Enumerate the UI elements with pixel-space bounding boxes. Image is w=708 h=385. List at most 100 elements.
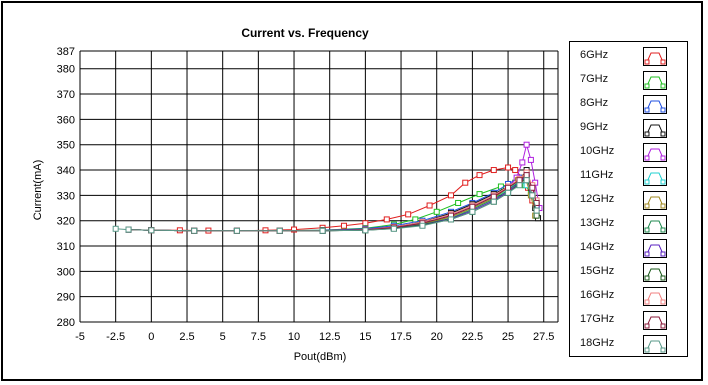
data-point bbox=[319, 227, 326, 234]
data-point bbox=[529, 192, 536, 199]
data-point bbox=[455, 199, 462, 206]
series-10ghz bbox=[125, 141, 543, 234]
data-point bbox=[405, 211, 412, 218]
x-tick-label: 25 bbox=[502, 331, 514, 343]
data-point bbox=[523, 172, 530, 179]
data-point bbox=[433, 208, 440, 215]
x-tick-label: 12.5 bbox=[319, 331, 340, 343]
legend-swatch-icon bbox=[643, 95, 667, 114]
legend-item: 13GHz bbox=[570, 214, 689, 237]
legend-item: 16GHz bbox=[570, 286, 689, 309]
legend-item: 9GHz bbox=[570, 118, 689, 141]
x-tick-label: 0 bbox=[148, 331, 154, 343]
data-point bbox=[533, 212, 540, 219]
legend-label: 13GHz bbox=[580, 217, 615, 229]
data-point bbox=[191, 227, 198, 234]
series-6ghz bbox=[125, 164, 540, 234]
x-tick-label: 10 bbox=[288, 331, 300, 343]
legend-label: 12GHz bbox=[580, 193, 615, 205]
data-point bbox=[462, 179, 469, 186]
y-tick-label: 340 bbox=[57, 165, 75, 177]
data-point bbox=[516, 182, 523, 189]
legend-item: 12GHz bbox=[570, 190, 689, 213]
y-axis-label: Current(mA) bbox=[32, 160, 44, 221]
y-tick-label: 300 bbox=[57, 266, 75, 278]
legend-item: 8GHz bbox=[570, 94, 689, 117]
y-tick-label: 387 bbox=[57, 46, 75, 58]
legend-swatch-icon bbox=[643, 287, 667, 306]
x-axis-label: Pout(dBm) bbox=[294, 351, 347, 363]
data-point bbox=[447, 216, 454, 223]
data-point bbox=[276, 227, 283, 234]
legend-item: 10GHz bbox=[570, 142, 689, 165]
data-point bbox=[390, 225, 397, 232]
data-point bbox=[523, 177, 530, 184]
data-point bbox=[362, 220, 369, 227]
legend-label: 7GHz bbox=[580, 73, 609, 85]
legend-swatch-icon bbox=[643, 71, 667, 90]
x-tick-label: -2.5 bbox=[106, 331, 125, 343]
x-tick-label: 5 bbox=[220, 331, 226, 343]
y-tick-label: 290 bbox=[57, 292, 75, 304]
legend-item: 11GHz bbox=[570, 166, 689, 189]
legend-swatch-icon bbox=[643, 239, 667, 258]
series-line bbox=[128, 166, 538, 232]
legend-label: 9GHz bbox=[580, 121, 609, 133]
data-point bbox=[523, 141, 530, 148]
data-point bbox=[469, 203, 476, 210]
data-point bbox=[505, 184, 512, 191]
y-tick-label: 320 bbox=[57, 216, 75, 228]
legend-swatch-icon bbox=[643, 47, 667, 66]
legend-item: 15GHz bbox=[570, 262, 689, 285]
x-tick-label: -5 bbox=[75, 331, 85, 343]
legend-label: 17GHz bbox=[580, 313, 615, 325]
legend-label: 16GHz bbox=[580, 289, 615, 301]
legend-label: 15GHz bbox=[580, 265, 615, 277]
legend-swatch-icon bbox=[643, 167, 667, 186]
legend-item: 17GHz bbox=[570, 310, 689, 333]
data-point bbox=[505, 164, 512, 171]
chart-legend: 6GHz 7GHz 8GHz 9GHz 10GHz 11GHz 12GHz 13GHz 14GH… bbox=[569, 41, 688, 357]
data-point bbox=[419, 222, 426, 229]
data-point bbox=[533, 207, 540, 214]
legend-label: 10GHz bbox=[580, 145, 615, 157]
data-point bbox=[519, 159, 526, 166]
x-tick-label: 20 bbox=[431, 331, 443, 343]
legend-swatch-icon bbox=[643, 215, 667, 234]
data-point bbox=[476, 191, 483, 198]
data-point bbox=[125, 226, 132, 233]
data-point bbox=[233, 227, 240, 234]
data-point bbox=[505, 189, 512, 196]
legend-swatch-icon bbox=[643, 263, 667, 282]
x-tick-label: 22.5 bbox=[462, 331, 483, 343]
legend-swatch-icon bbox=[643, 191, 667, 210]
legend-swatch-icon bbox=[643, 311, 667, 330]
x-tick-label: 27.5 bbox=[533, 331, 554, 343]
series-line bbox=[128, 168, 539, 232]
data-point bbox=[426, 202, 433, 209]
data-point bbox=[291, 226, 298, 233]
data-point bbox=[512, 167, 519, 174]
data-point bbox=[447, 192, 454, 199]
y-tick-label: 360 bbox=[57, 114, 75, 126]
data-point bbox=[490, 167, 497, 174]
legend-label: 11GHz bbox=[580, 169, 614, 181]
x-tick-label: 17.5 bbox=[390, 331, 411, 343]
y-tick-label: 380 bbox=[57, 64, 75, 76]
data-point bbox=[112, 225, 119, 232]
y-tick-label: 310 bbox=[57, 241, 75, 253]
chart-title: Current vs. Frequency bbox=[241, 26, 369, 40]
x-tick-label: 7.5 bbox=[251, 331, 266, 343]
data-point bbox=[362, 227, 369, 234]
legend-item: 18GHz bbox=[570, 334, 689, 357]
x-tick-label: 15 bbox=[359, 331, 371, 343]
legend-item: 6GHz bbox=[570, 46, 689, 69]
series-line bbox=[128, 142, 540, 232]
data-point bbox=[490, 193, 497, 200]
legend-label: 14GHz bbox=[580, 241, 615, 253]
legend-swatch-icon bbox=[643, 119, 667, 138]
legend-label: 18GHz bbox=[580, 337, 615, 349]
data-point bbox=[340, 222, 347, 229]
data-point bbox=[469, 208, 476, 215]
